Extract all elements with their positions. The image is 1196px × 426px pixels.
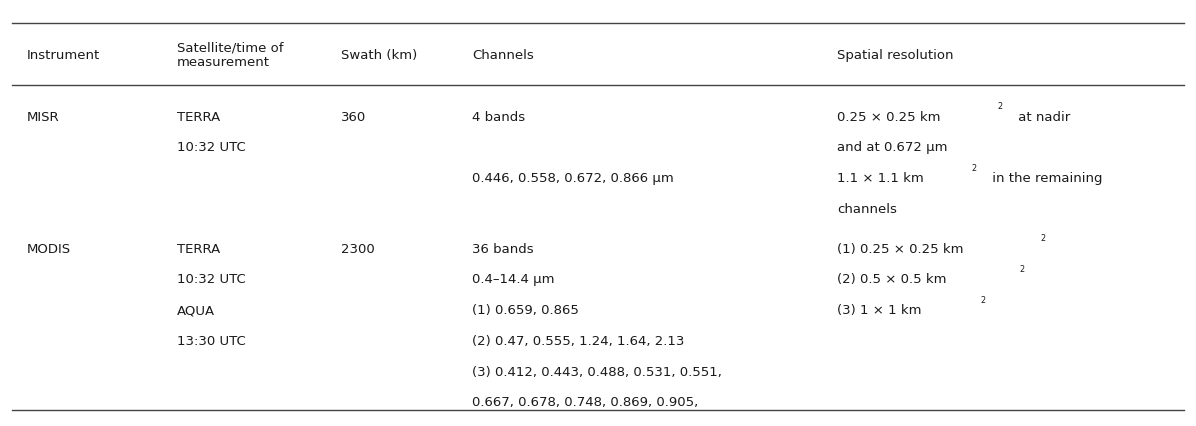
Text: TERRA: TERRA [177, 111, 220, 124]
Text: AQUA: AQUA [177, 304, 215, 317]
Text: Channels: Channels [472, 49, 535, 62]
Text: in the remaining: in the remaining [988, 172, 1103, 185]
Text: 0.4–14.4 μm: 0.4–14.4 μm [472, 273, 555, 287]
Text: 0.25 × 0.25 km: 0.25 × 0.25 km [837, 111, 941, 124]
Text: Spatial resolution: Spatial resolution [837, 49, 953, 62]
Text: Swath (km): Swath (km) [341, 49, 417, 62]
Text: Instrument: Instrument [26, 49, 99, 62]
Text: (2) 0.47, 0.555, 1.24, 1.64, 2.13: (2) 0.47, 0.555, 1.24, 1.64, 2.13 [472, 335, 685, 348]
Text: Satellite/time of
measurement: Satellite/time of measurement [177, 41, 283, 69]
Text: (1) 0.25 × 0.25 km: (1) 0.25 × 0.25 km [837, 243, 964, 256]
Text: and at 0.672 μm: and at 0.672 μm [837, 141, 947, 155]
Text: 10:32 UTC: 10:32 UTC [177, 141, 245, 155]
Text: 13:30 UTC: 13:30 UTC [177, 335, 245, 348]
Text: 2: 2 [981, 296, 986, 305]
Text: (3) 1 × 1 km: (3) 1 × 1 km [837, 304, 922, 317]
Text: MISR: MISR [26, 111, 59, 124]
Text: channels: channels [837, 203, 897, 216]
Text: 0.446, 0.558, 0.672, 0.866 μm: 0.446, 0.558, 0.672, 0.866 μm [472, 172, 675, 185]
Text: (3) 0.412, 0.443, 0.488, 0.531, 0.551,: (3) 0.412, 0.443, 0.488, 0.531, 0.551, [472, 366, 722, 379]
Text: (2) 0.5 × 0.5 km: (2) 0.5 × 0.5 km [837, 273, 947, 287]
Text: (1) 0.659, 0.865: (1) 0.659, 0.865 [472, 304, 579, 317]
Text: 2300: 2300 [341, 243, 374, 256]
Text: 4 bands: 4 bands [472, 111, 525, 124]
Text: MODIS: MODIS [26, 243, 71, 256]
Text: 2: 2 [971, 164, 976, 173]
Text: 2: 2 [1041, 234, 1045, 243]
Text: 1.1 × 1.1 km: 1.1 × 1.1 km [837, 172, 925, 185]
Text: 10:32 UTC: 10:32 UTC [177, 273, 245, 287]
Text: 36 bands: 36 bands [472, 243, 535, 256]
Text: 360: 360 [341, 111, 366, 124]
Text: 2: 2 [1019, 265, 1024, 274]
Text: 2: 2 [997, 102, 1002, 111]
Text: at nadir: at nadir [1014, 111, 1070, 124]
Text: 0.667, 0.678, 0.748, 0.869, 0.905,: 0.667, 0.678, 0.748, 0.869, 0.905, [472, 396, 698, 409]
Text: TERRA: TERRA [177, 243, 220, 256]
